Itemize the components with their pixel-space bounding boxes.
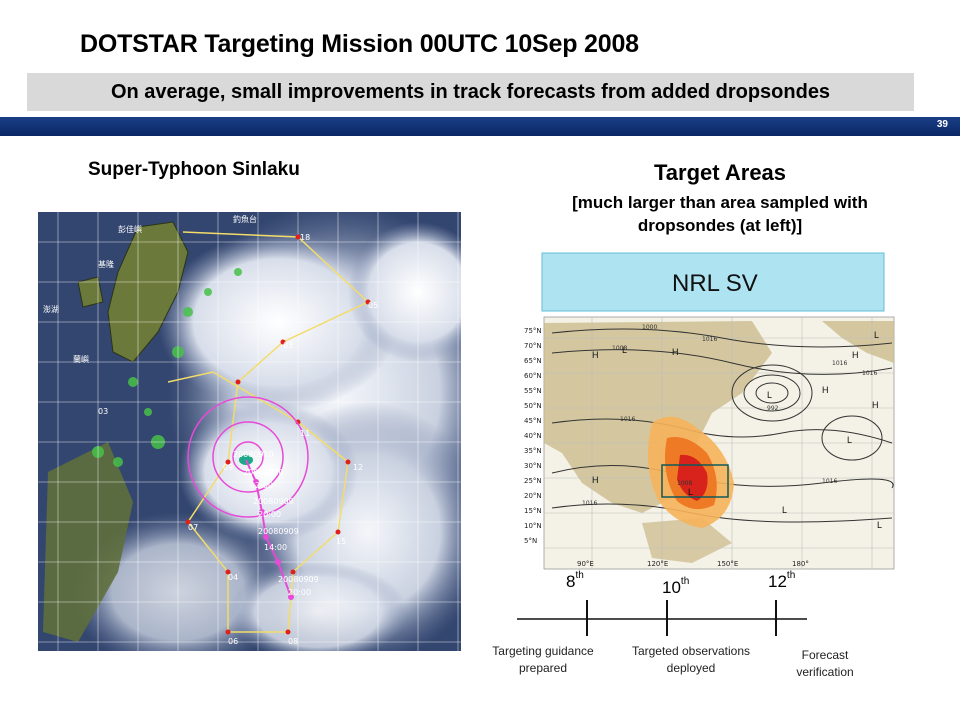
svg-text:1016: 1016: [582, 500, 597, 507]
tick-label-10: 10th: [662, 576, 690, 597]
caption-forecast-verification: Forecast verification: [796, 648, 854, 679]
svg-text:120°E: 120°E: [647, 560, 668, 568]
svg-text:992: 992: [767, 405, 779, 412]
svg-text:蘭嶼: 蘭嶼: [73, 354, 89, 364]
svg-text:L: L: [877, 520, 882, 530]
svg-text:L: L: [767, 390, 772, 400]
svg-text:35°N: 35°N: [524, 447, 542, 455]
svg-text:H: H: [822, 385, 829, 395]
svg-text:75°N: 75°N: [524, 327, 542, 335]
svg-text:彭佳嶼: 彭佳嶼: [118, 224, 142, 234]
caption-targeted-observations: Targeted observations deployed: [631, 644, 751, 675]
svg-text:1016: 1016: [822, 478, 837, 485]
svg-text:20°N: 20°N: [524, 492, 542, 500]
svg-text:1008: 1008: [677, 480, 692, 487]
svg-text:65°N: 65°N: [524, 357, 542, 365]
tick-label-12: 12th: [768, 570, 796, 591]
svg-text:L: L: [622, 345, 627, 355]
target-areas-heading: Target Areas: [653, 160, 787, 185]
svg-text:07: 07: [188, 523, 198, 532]
svg-text:150°E: 150°E: [717, 560, 738, 568]
svg-text:L: L: [874, 330, 879, 340]
slide-subtitle: On average, small improvements in track …: [27, 73, 914, 111]
svg-text:20:00: 20:00: [258, 510, 281, 519]
svg-text:10°N: 10°N: [524, 522, 542, 530]
svg-text:1016: 1016: [702, 336, 717, 343]
slide-number: 39: [936, 119, 948, 130]
tick-label-8: 8th: [566, 570, 584, 591]
svg-text:1016: 1016: [862, 370, 877, 377]
svg-text:55°N: 55°N: [524, 387, 542, 395]
svg-text:45°N: 45°N: [524, 417, 542, 425]
svg-text:06: 06: [228, 637, 238, 646]
svg-text:20080909: 20080909: [253, 497, 294, 506]
svg-text:1008: 1008: [612, 345, 627, 352]
svg-text:20080909: 20080909: [278, 575, 319, 584]
svg-text:40°N: 40°N: [524, 432, 542, 440]
slide-title: DOTSTAR Targeting Mission 00UTC 10Sep 20…: [80, 30, 639, 58]
svg-text:03: 03: [98, 407, 108, 416]
svg-text:H: H: [592, 350, 599, 360]
header-bar: 39: [0, 117, 960, 136]
svg-text:15°N: 15°N: [524, 507, 542, 515]
svg-text:L: L: [847, 435, 852, 445]
svg-text:20080910: 20080910: [233, 450, 274, 459]
svg-text:20080909: 20080909: [258, 527, 299, 536]
svg-text:05: 05: [368, 301, 378, 310]
svg-text:14:00: 14:00: [264, 543, 287, 552]
svg-text:12: 12: [353, 463, 363, 472]
svg-text:60°N: 60°N: [524, 372, 542, 380]
svg-text:L: L: [782, 505, 787, 515]
svg-text:25°N: 25°N: [524, 477, 542, 485]
svg-text:180°: 180°: [792, 560, 809, 568]
svg-text:1016: 1016: [832, 360, 847, 367]
svg-text:50°N: 50°N: [524, 402, 542, 410]
svg-text:20:00: 20:00: [288, 588, 311, 597]
svg-text:澎湖: 澎湖: [43, 304, 59, 314]
svg-text:18: 18: [300, 233, 310, 242]
svg-text:03: 03: [283, 341, 293, 350]
svg-text:H: H: [872, 400, 879, 410]
svg-text:08: 08: [288, 637, 298, 646]
sv-map-title: NRL SV: [672, 270, 758, 297]
svg-text:15: 15: [336, 537, 346, 546]
svg-text:H: H: [672, 347, 679, 357]
svg-text:70°N: 70°N: [524, 342, 542, 350]
svg-text:1016: 1016: [620, 416, 635, 423]
svg-text:04: 04: [228, 573, 238, 582]
caption-targeting-guidance: Targeting guidance prepared: [492, 644, 594, 675]
svg-text:H: H: [852, 350, 859, 360]
svg-text:L: L: [688, 487, 693, 497]
svg-text:釣魚台: 釣魚台: [233, 214, 257, 224]
target-areas-subheading: [much larger than area sampled with drop…: [572, 193, 868, 235]
svg-text:02:00: 02:00: [250, 481, 273, 490]
svg-text:09: 09: [223, 463, 233, 472]
left-heading: Super-Typhoon Sinlaku: [88, 159, 300, 180]
satellite-image-icon: 彭佳嶼 釣魚台 基隆 澎湖 蘭嶼 20080910 20080910 02:00…: [38, 212, 461, 651]
svg-text:20080910: 20080910: [243, 468, 284, 477]
svg-text:基隆: 基隆: [98, 259, 114, 269]
nrl-sv-map: NRL SV: [522, 243, 896, 573]
svg-text:H: H: [592, 475, 599, 485]
svg-text:1000: 1000: [642, 324, 657, 331]
svg-text:30°N: 30°N: [524, 462, 542, 470]
svg-text:5°N: 5°N: [524, 537, 537, 545]
satellite-image: 彭佳嶼 釣魚台 基隆 澎湖 蘭嶼 20080910 20080910 02:00…: [38, 212, 461, 651]
svg-text:11: 11: [300, 429, 310, 438]
sv-map-icon: NRL SV: [522, 243, 896, 573]
svg-text:90°E: 90°E: [577, 560, 594, 568]
